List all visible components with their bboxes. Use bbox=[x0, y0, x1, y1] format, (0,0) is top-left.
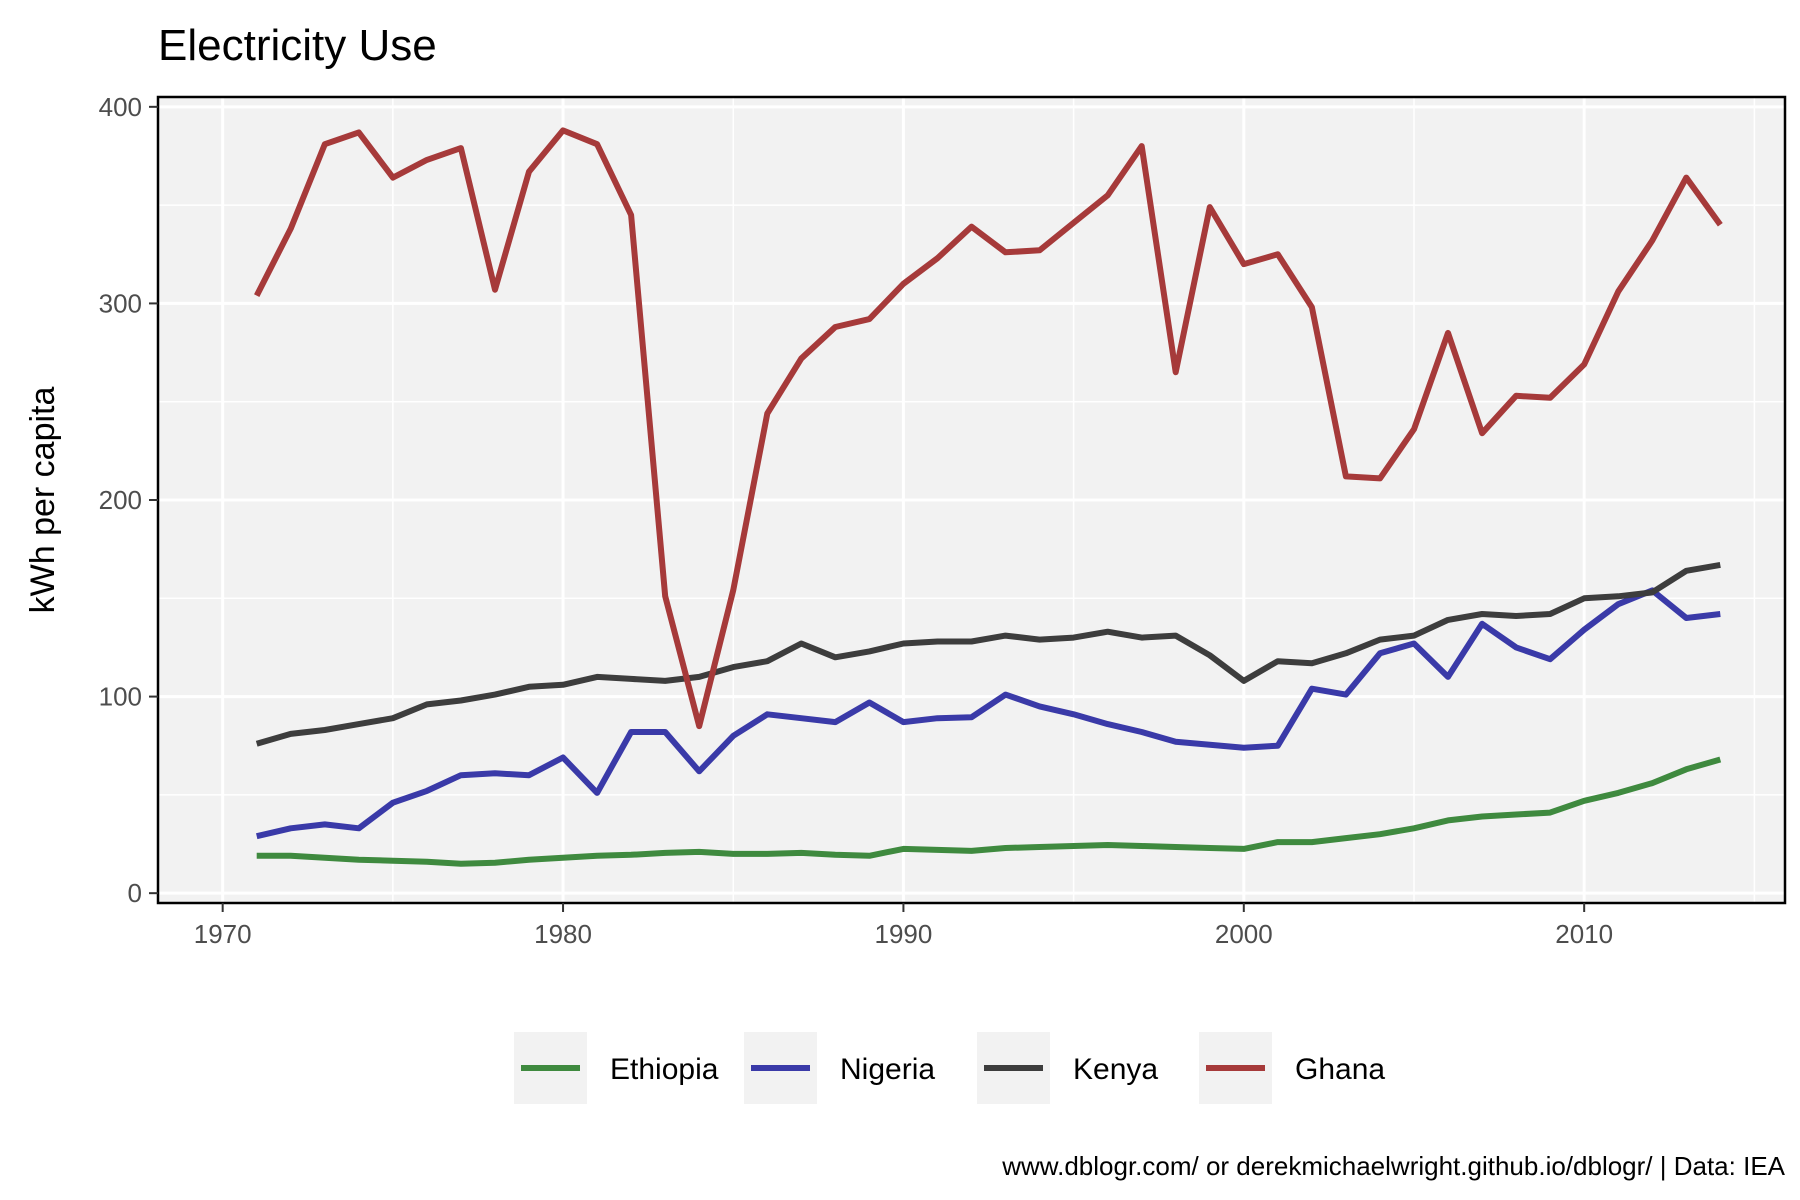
series-line-ghana bbox=[254, 127, 1723, 730]
y-axis-label: kWh per capita bbox=[24, 387, 62, 614]
x-tick-label: 1980 bbox=[534, 919, 592, 949]
chart-caption: www.dblogr.com/ or derekmichaelwright.gi… bbox=[1001, 1151, 1785, 1181]
series-line-ethiopia bbox=[256, 756, 1722, 867]
y-tick-label: 400 bbox=[99, 92, 142, 122]
x-tick-label: 1970 bbox=[194, 919, 252, 949]
axis-ticks: 1970 1980 1990 2000 2010 0 100 200 300 400 bbox=[99, 92, 1613, 949]
x-tick-label: 1990 bbox=[875, 919, 933, 949]
series-line-nigeria bbox=[256, 587, 1721, 840]
y-tick-label: 0 bbox=[128, 878, 142, 908]
series-line-kenya bbox=[255, 561, 1721, 747]
legend: Ethiopia Nigeria Kenya Ghana bbox=[514, 1032, 1385, 1104]
legend-label-nigeria: Nigeria bbox=[840, 1053, 935, 1086]
x-tick-label: 2000 bbox=[1215, 919, 1273, 949]
grid-lines bbox=[158, 97, 1785, 903]
y-tick-label: 100 bbox=[99, 682, 142, 712]
legend-label-kenya: Kenya bbox=[1073, 1053, 1158, 1086]
series-lines bbox=[254, 127, 1723, 867]
y-tick-label: 200 bbox=[99, 485, 142, 515]
y-tick-label: 300 bbox=[99, 288, 142, 318]
x-tick-label: 2010 bbox=[1555, 919, 1613, 949]
legend-label-ghana: Ghana bbox=[1295, 1053, 1385, 1086]
chart-title: Electricity Use bbox=[158, 21, 437, 70]
legend-label-ethiopia: Ethiopia bbox=[610, 1053, 719, 1086]
